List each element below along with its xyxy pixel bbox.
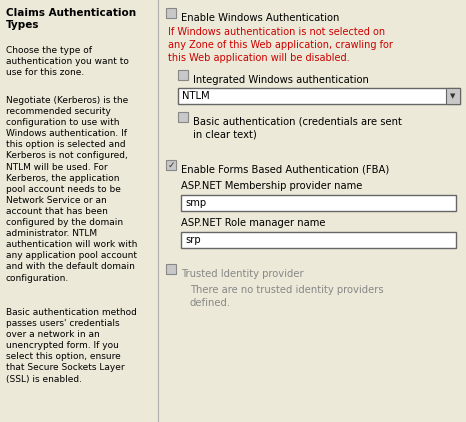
- Text: Basic authentication (credentials are sent
in clear text): Basic authentication (credentials are se…: [193, 117, 402, 139]
- Text: Negotiate (Kerberos) is the
recommended security
configuration to use with
Windo: Negotiate (Kerberos) is the recommended …: [6, 96, 137, 283]
- Bar: [166, 264, 176, 274]
- Text: Integrated Windows authentication: Integrated Windows authentication: [193, 75, 369, 85]
- Bar: [181, 195, 456, 211]
- Text: smp: smp: [185, 198, 206, 208]
- Text: There are no trusted identity providers
defined.: There are no trusted identity providers …: [190, 285, 384, 308]
- Text: srp: srp: [185, 235, 201, 245]
- Text: ▼: ▼: [450, 93, 456, 99]
- Bar: [181, 232, 456, 248]
- Text: ASP.NET Role manager name: ASP.NET Role manager name: [181, 218, 325, 228]
- Text: Trusted Identity provider: Trusted Identity provider: [181, 269, 304, 279]
- Bar: [178, 70, 188, 80]
- Bar: [166, 160, 176, 170]
- Text: Basic authentication method
passes users' credentials
over a network in an
unenc: Basic authentication method passes users…: [6, 308, 137, 384]
- Text: Choose the type of
authentication you want to
use for this zone.: Choose the type of authentication you wa…: [6, 46, 129, 77]
- Bar: [446, 88, 460, 104]
- Bar: [178, 112, 188, 122]
- Bar: [178, 88, 460, 104]
- Text: Enable Forms Based Authentication (FBA): Enable Forms Based Authentication (FBA): [181, 165, 389, 175]
- Text: NTLM: NTLM: [182, 91, 210, 101]
- Text: ✓: ✓: [167, 160, 175, 170]
- Text: If Windows authentication is not selected on
any Zone of this Web application, c: If Windows authentication is not selecte…: [168, 27, 393, 62]
- Bar: [166, 8, 176, 18]
- Text: ASP.NET Membership provider name: ASP.NET Membership provider name: [181, 181, 363, 191]
- Text: Claims Authentication
Types: Claims Authentication Types: [6, 8, 136, 30]
- Text: Enable Windows Authentication: Enable Windows Authentication: [181, 13, 339, 23]
